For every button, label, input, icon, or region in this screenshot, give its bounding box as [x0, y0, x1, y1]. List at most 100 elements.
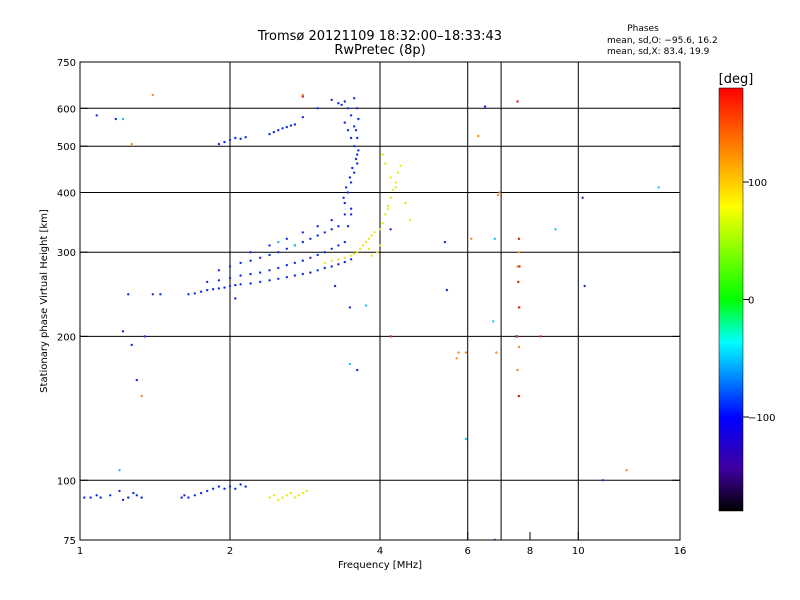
data-point — [516, 265, 519, 268]
data-point — [353, 125, 356, 128]
data-point — [259, 280, 262, 284]
data-point — [132, 491, 135, 495]
data-point — [211, 288, 215, 291]
data-point — [193, 494, 196, 497]
data-point — [127, 496, 130, 499]
data-point — [143, 335, 147, 338]
data-point — [625, 469, 628, 472]
data-point — [130, 142, 133, 146]
data-point — [348, 306, 352, 309]
data-point — [343, 256, 346, 259]
data-point — [373, 231, 376, 234]
data-point — [289, 124, 293, 127]
data-point — [386, 204, 390, 208]
data-point — [301, 491, 304, 495]
data-point — [367, 247, 371, 250]
data-point — [206, 280, 209, 284]
data-point — [89, 496, 92, 499]
data-point — [349, 181, 353, 184]
y-tick-label: 200 — [57, 332, 76, 343]
data-point — [239, 483, 242, 486]
data-point — [583, 284, 586, 288]
data-point — [199, 290, 203, 293]
data-point — [268, 279, 271, 282]
data-point — [354, 157, 358, 161]
y-tick-label: 750 — [57, 58, 76, 69]
data-point — [268, 269, 271, 272]
data-point — [187, 496, 190, 499]
data-point — [285, 125, 288, 129]
data-point — [95, 114, 98, 117]
y-axis: 75 100 200 300 400 500 600 750 — [57, 58, 680, 547]
x-tick-label: 4 — [377, 546, 383, 557]
data-point — [217, 287, 221, 290]
data-point — [330, 98, 333, 102]
chart-subtitle: RwPretec (8p) — [334, 43, 425, 58]
data-point — [217, 142, 221, 146]
data-point — [356, 368, 359, 372]
data-point — [492, 320, 495, 323]
colorbar-label: [deg] — [719, 72, 754, 87]
data-point — [293, 496, 297, 499]
data-point — [378, 244, 382, 247]
data-point — [337, 102, 340, 105]
data-point — [268, 496, 271, 499]
data-point — [121, 117, 125, 121]
data-point — [343, 121, 346, 124]
data-point — [384, 162, 387, 165]
data-point — [130, 343, 133, 347]
data-point — [333, 284, 337, 288]
data-point — [357, 117, 360, 121]
data-point — [249, 251, 252, 254]
y-tick-label: 600 — [57, 104, 76, 115]
data-point — [330, 265, 333, 268]
data-point — [228, 138, 232, 142]
data-point — [180, 496, 183, 499]
data-point — [517, 280, 520, 284]
data-point — [183, 494, 186, 497]
data-point — [206, 288, 209, 292]
data-point — [277, 498, 280, 502]
data-point — [268, 253, 271, 257]
data-point — [285, 263, 288, 267]
data-point — [517, 345, 521, 349]
data-point — [277, 266, 280, 270]
data-point — [114, 117, 118, 121]
data-point — [121, 498, 125, 502]
data-point — [135, 494, 138, 497]
data-point — [281, 127, 284, 130]
data-point — [470, 237, 473, 240]
data-point — [285, 494, 288, 497]
data-point — [272, 130, 276, 134]
data-point — [397, 171, 400, 174]
data-point — [239, 261, 242, 265]
data-point — [259, 271, 262, 274]
data-point — [293, 261, 297, 265]
data-point — [249, 259, 252, 262]
x-tick-label: 16 — [674, 546, 687, 557]
data-point — [356, 162, 359, 165]
data-point — [464, 351, 468, 354]
data-point — [517, 306, 521, 309]
data-point — [151, 293, 154, 296]
data-point — [346, 191, 350, 194]
data-point — [223, 487, 226, 490]
data-point — [249, 282, 252, 285]
stats-line-o: mean, sd,O: −95.6, 16.2 — [607, 36, 718, 46]
data-point — [349, 213, 353, 216]
data-point — [356, 107, 359, 110]
data-point — [206, 489, 209, 493]
data-point — [349, 114, 353, 117]
data-point — [259, 256, 262, 259]
data-point — [344, 186, 348, 189]
data-point — [381, 222, 384, 225]
data-point — [140, 394, 143, 398]
data-point — [356, 251, 359, 254]
data-point — [217, 269, 221, 272]
data-point — [234, 297, 237, 300]
data-point — [376, 251, 379, 254]
data-point — [316, 234, 319, 237]
data-point — [496, 193, 500, 197]
data-point — [539, 335, 542, 338]
data-point — [354, 129, 358, 132]
